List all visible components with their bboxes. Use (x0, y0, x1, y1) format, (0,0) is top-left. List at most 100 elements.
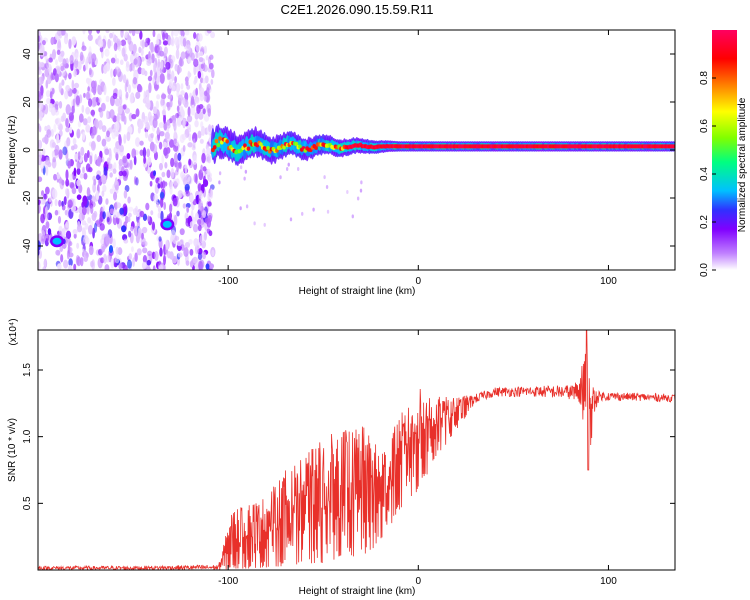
heatmap-cell (178, 192, 182, 200)
spectrogram-ytick-label: -40 (22, 238, 33, 253)
heatmap-cell (145, 102, 150, 108)
heatmap-cell (147, 250, 153, 256)
heatmap-cell (346, 189, 349, 194)
heatmap-cell (124, 81, 128, 93)
heatmap-cell (198, 111, 204, 120)
heatmap-cell (170, 181, 173, 189)
heatmap-cell (99, 109, 104, 118)
heatmap-cell (132, 257, 135, 267)
heatmap-cell (105, 95, 110, 103)
heatmap-cell (66, 137, 71, 147)
heatmap-cell (48, 196, 52, 203)
heatmap-cell (86, 186, 91, 197)
heatmap-cell (64, 209, 68, 216)
heatmap-cell (183, 191, 187, 197)
heatmap-cell (78, 205, 84, 214)
heatmap-cell (143, 156, 147, 164)
heatmap-cell (154, 71, 158, 81)
snr-ylabel: SNR (10 * v/v) (7, 418, 18, 482)
heatmap-cell (259, 142, 263, 147)
heatmap-cell (158, 122, 164, 129)
heatmap-cell (56, 173, 61, 180)
heatmap-cell (162, 40, 169, 46)
heatmap-cell (46, 129, 52, 138)
heatmap-cell (147, 156, 152, 166)
heatmap-cell (126, 259, 132, 269)
heatmap-cell (100, 237, 105, 245)
heatmap-cell (44, 210, 49, 222)
heatmap-cell (106, 216, 110, 223)
heatmap-cell (360, 180, 363, 185)
heatmap-cell (135, 30, 141, 35)
heatmap-cell (51, 87, 55, 95)
heatmap-cell (91, 195, 96, 205)
heatmap-cell (90, 109, 96, 116)
heatmap-cell (175, 82, 181, 93)
heatmap-cell (114, 88, 118, 94)
heatmap-cell (180, 83, 184, 90)
heatmap-cell (62, 58, 67, 68)
heatmap-cell (197, 224, 202, 232)
heatmap-cell (185, 260, 190, 266)
heatmap-cell (125, 91, 129, 99)
heatmap-cell (88, 245, 94, 256)
heatmap-cell (159, 197, 164, 208)
heatmap-cell (218, 136, 222, 141)
heatmap-cell (192, 154, 197, 166)
heatmap-cell (96, 155, 102, 167)
heatmap-cell (184, 30, 190, 36)
colorbar-gradient (712, 30, 737, 270)
heatmap-cell (359, 188, 363, 193)
heatmap-cell (103, 64, 108, 74)
heatmap-cell (172, 197, 178, 207)
heatmap-cell (170, 36, 175, 47)
heatmap-cell (220, 140, 224, 145)
heatmap-cell (173, 138, 177, 145)
heatmap-cell (137, 231, 142, 240)
heatmap-cell (194, 120, 199, 128)
heatmap-cell (101, 156, 105, 163)
heatmap-cell (49, 91, 53, 100)
heatmap-cell (187, 176, 193, 185)
heatmap-cell (145, 96, 149, 104)
heatmap-cell (87, 224, 93, 235)
heatmap-cell (356, 196, 360, 201)
heatmap-cell (174, 235, 180, 241)
heatmap-cell (38, 240, 41, 251)
heatmap-cell (65, 84, 71, 92)
heatmap-cell (253, 221, 256, 226)
heatmap-cell (44, 125, 48, 131)
heatmap-cell (244, 169, 248, 174)
heatmap-cell (170, 70, 175, 82)
heatmap-cell (131, 148, 137, 159)
heatmap-cell (38, 30, 41, 38)
heatmap-cell (216, 142, 221, 148)
heatmap-cell (69, 126, 73, 134)
heatmap-cell (160, 210, 164, 222)
heatmap-cell (105, 198, 109, 205)
heatmap-cell (159, 50, 165, 57)
heatmap-cell (92, 85, 97, 96)
heatmap-cell (168, 79, 172, 89)
heatmap-cell (106, 130, 110, 138)
heatmap-cell (149, 141, 155, 152)
heatmap-cell (50, 72, 54, 81)
heatmap-cell (145, 266, 151, 270)
heatmap-cell (158, 236, 162, 242)
heatmap-cell (158, 162, 164, 171)
heatmap-cell (208, 176, 213, 183)
heatmap-cell (72, 98, 76, 109)
heatmap-cell (205, 153, 211, 163)
heatmap-cell (351, 214, 354, 219)
snr-panel: -100 0 100 0.5 1.0 1.5 (x10⁴) Height of strai… (7, 318, 676, 597)
heatmap-cell (162, 32, 166, 41)
heatmap-cell (128, 253, 133, 260)
heatmap-cell (114, 201, 118, 211)
heatmap-cell (81, 45, 87, 52)
heatmap-cell (114, 68, 118, 76)
heatmap-cell (202, 166, 207, 172)
heatmap-cell (69, 173, 74, 181)
heatmap-cell (54, 209, 59, 216)
heatmap-cell (109, 188, 114, 194)
heatmap-cell (144, 41, 149, 48)
